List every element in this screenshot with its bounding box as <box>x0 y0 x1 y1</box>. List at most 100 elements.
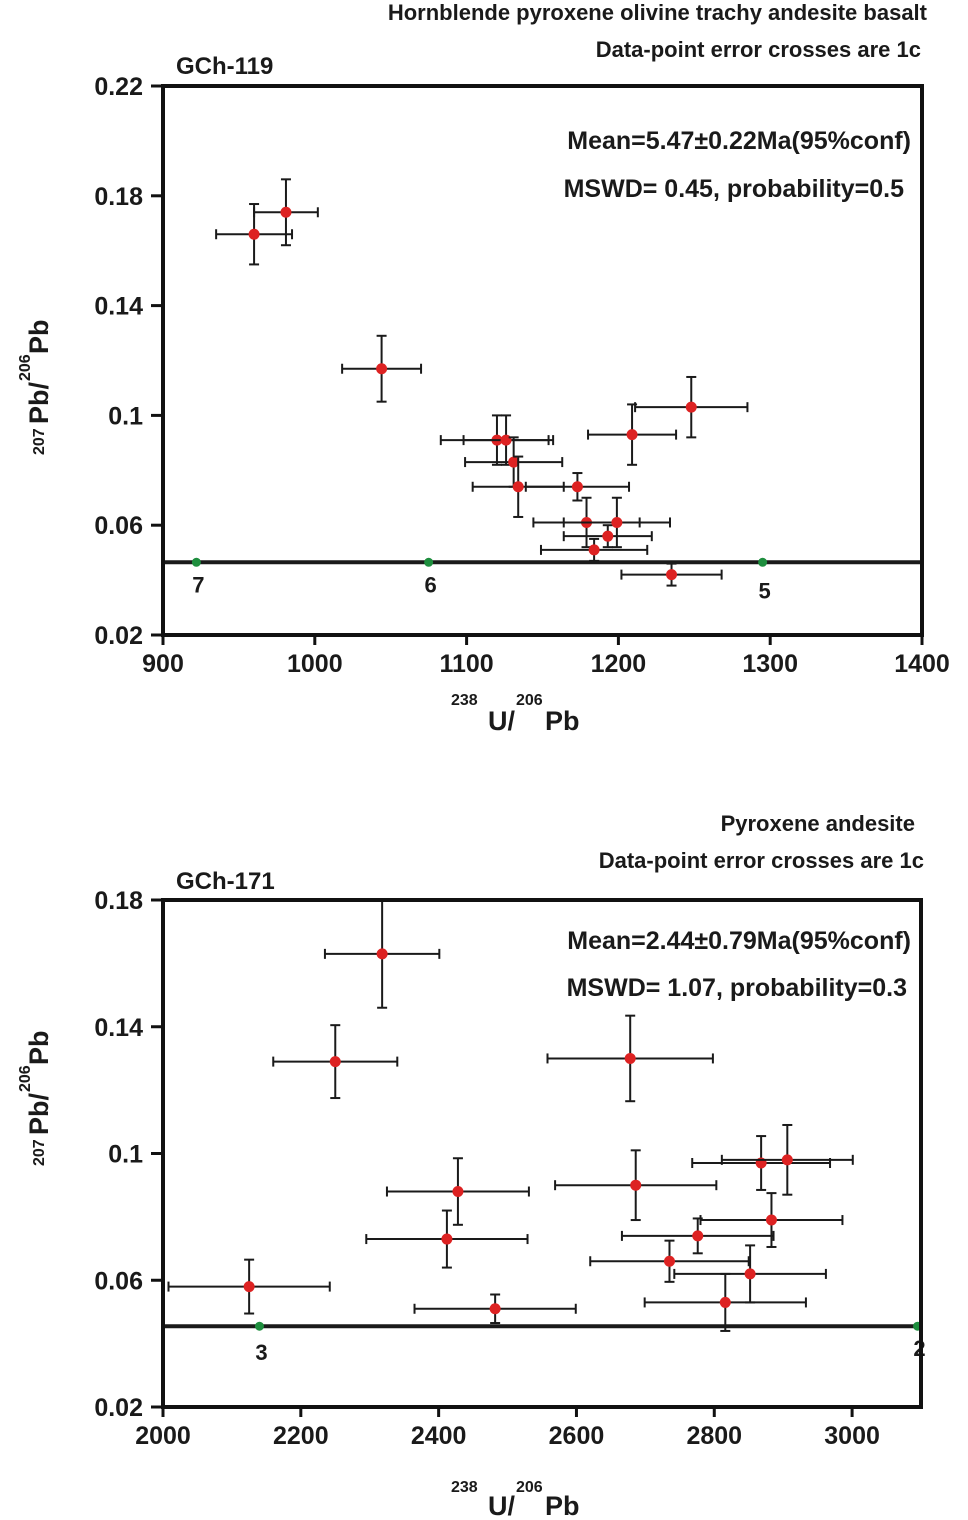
data-point <box>611 516 623 528</box>
concordia-age-marker <box>758 557 768 567</box>
chart-gch-119: Hornblende pyroxene olivine trachy andes… <box>17 0 950 736</box>
data-point <box>280 206 292 218</box>
concordia-age-label: 5 <box>758 578 770 603</box>
y-tick-label: 0.02 <box>94 1394 143 1422</box>
x-tick-label: 1000 <box>287 650 343 678</box>
data-point <box>441 1233 453 1245</box>
concordia-age-label: 3 <box>255 1340 267 1365</box>
data-point-group <box>554 1149 718 1222</box>
x-tick-label: 1400 <box>894 650 950 678</box>
x-axis-label: 238 U/ 206 Pb <box>451 1479 580 1520</box>
data-point-group <box>464 436 564 488</box>
x-axis-label-pb: Pb <box>545 1491 580 1520</box>
chart-gch-171: Pyroxene andesite Data-point error cross… <box>17 811 926 1520</box>
y-tick-label: 0.18 <box>94 183 143 211</box>
y-axis-label-pb: Pb/ <box>24 381 54 424</box>
y-tick-label: 0.14 <box>94 1014 143 1042</box>
data-point <box>248 228 260 240</box>
data-point-group <box>620 562 723 587</box>
concordia-age-label: 7 <box>192 572 204 597</box>
data-point-group <box>462 414 550 466</box>
y-tick-label: 0.06 <box>94 512 143 540</box>
x-tick-label: 1300 <box>742 650 798 678</box>
data-point-group <box>673 1244 827 1304</box>
data-point-group <box>587 403 678 466</box>
y-tick-label: 0.1 <box>108 402 143 430</box>
plot-frame <box>161 84 924 637</box>
chart-title: Hornblende pyroxene olivine trachy andes… <box>388 0 928 25</box>
sample-label: GCh-119 <box>176 53 273 80</box>
y-tick-label: 0.18 <box>94 887 143 915</box>
data-point <box>744 1268 756 1280</box>
data-point-group <box>323 899 441 1009</box>
x-tick-label: 2600 <box>549 1422 605 1450</box>
data-point-group <box>546 1014 714 1103</box>
data-point-group <box>524 472 631 502</box>
x-tick-label: 1100 <box>439 650 493 678</box>
mswd-annotation: MSWD= 0.45, probability=0.5 <box>564 175 904 203</box>
y-tick-label: 0.22 <box>94 73 143 101</box>
x-axis-label-u: U/ <box>488 1491 515 1520</box>
data-point-group <box>634 375 749 439</box>
data-point-group <box>539 537 649 562</box>
concordia-age-marker <box>424 557 434 567</box>
data-point <box>692 1230 704 1242</box>
mean-annotation: Mean=2.44±0.79Ma(95%conf) <box>567 927 911 955</box>
y-tick-label: 0.02 <box>94 622 143 650</box>
data-point <box>765 1214 777 1226</box>
x-tick-label: 3000 <box>824 1422 880 1450</box>
data-point <box>376 363 388 375</box>
x-axis-label-sup-206: 206 <box>516 1479 543 1496</box>
chart-title: Pyroxene andesite <box>721 811 915 836</box>
y-axis-label-sup-207: 207 <box>31 1139 48 1166</box>
y-tick-label: 0.14 <box>94 293 143 321</box>
data-point <box>624 1052 636 1064</box>
x-tick-label: 1200 <box>591 650 647 678</box>
data-point-group <box>167 1258 331 1315</box>
x-tick-label: 2000 <box>135 1422 191 1450</box>
data-point-group <box>699 1192 844 1248</box>
y-axis-label-sup-207: 207 <box>31 428 48 455</box>
data-point <box>243 1281 255 1293</box>
data-point <box>376 948 388 960</box>
data-point-group <box>272 1024 399 1100</box>
x-tick-label: 2800 <box>686 1422 742 1450</box>
y-tick-label: 0.06 <box>94 1267 143 1295</box>
sample-label: GCh-171 <box>176 868 275 895</box>
y-axis-label-sup-206: 206 <box>17 354 34 381</box>
x-axis-label: 238 U/ 206 Pb <box>451 692 580 736</box>
data-point <box>571 481 583 493</box>
chart-subtitle: Data-point error crosses are 1c <box>596 37 921 62</box>
data-point <box>489 1303 501 1315</box>
concordia-age-marker <box>191 557 201 567</box>
mswd-annotation: MSWD= 1.07, probability=0.3 <box>567 974 907 1002</box>
data-point <box>719 1296 731 1308</box>
x-tick-label: 2400 <box>411 1422 467 1450</box>
data-point-group <box>720 1123 854 1196</box>
x-axis-label-sup-238: 238 <box>451 692 478 709</box>
x-tick-label: 900 <box>142 650 184 678</box>
data-point-group <box>589 1239 750 1283</box>
y-axis-label: 207 Pb/ 206 Pb <box>17 319 54 455</box>
data-point <box>781 1154 793 1166</box>
x-tick-label: 2200 <box>273 1422 329 1450</box>
data-point <box>329 1056 341 1068</box>
data-point <box>666 569 678 581</box>
y-axis-label-pb2: Pb <box>24 319 54 354</box>
data-point-group <box>413 1293 577 1325</box>
y-tick-label: 0.1 <box>108 1141 143 1169</box>
y-axis-label-pb: Pb/ <box>24 1092 54 1135</box>
data-point <box>626 429 638 441</box>
concordia-age-label: 6 <box>425 572 437 597</box>
data-point <box>685 401 697 413</box>
data-point <box>588 544 600 556</box>
data-point <box>663 1255 675 1267</box>
x-axis-label-pb: Pb <box>545 706 580 736</box>
chart-subtitle: Data-point error crosses are 1c <box>599 848 924 873</box>
data-point-group <box>385 1157 530 1226</box>
data-point <box>500 434 512 446</box>
y-axis-label-pb2: Pb <box>24 1030 54 1065</box>
concordia-age-marker <box>254 1321 264 1331</box>
data-point-group <box>691 1135 832 1191</box>
data-point <box>452 1186 464 1198</box>
